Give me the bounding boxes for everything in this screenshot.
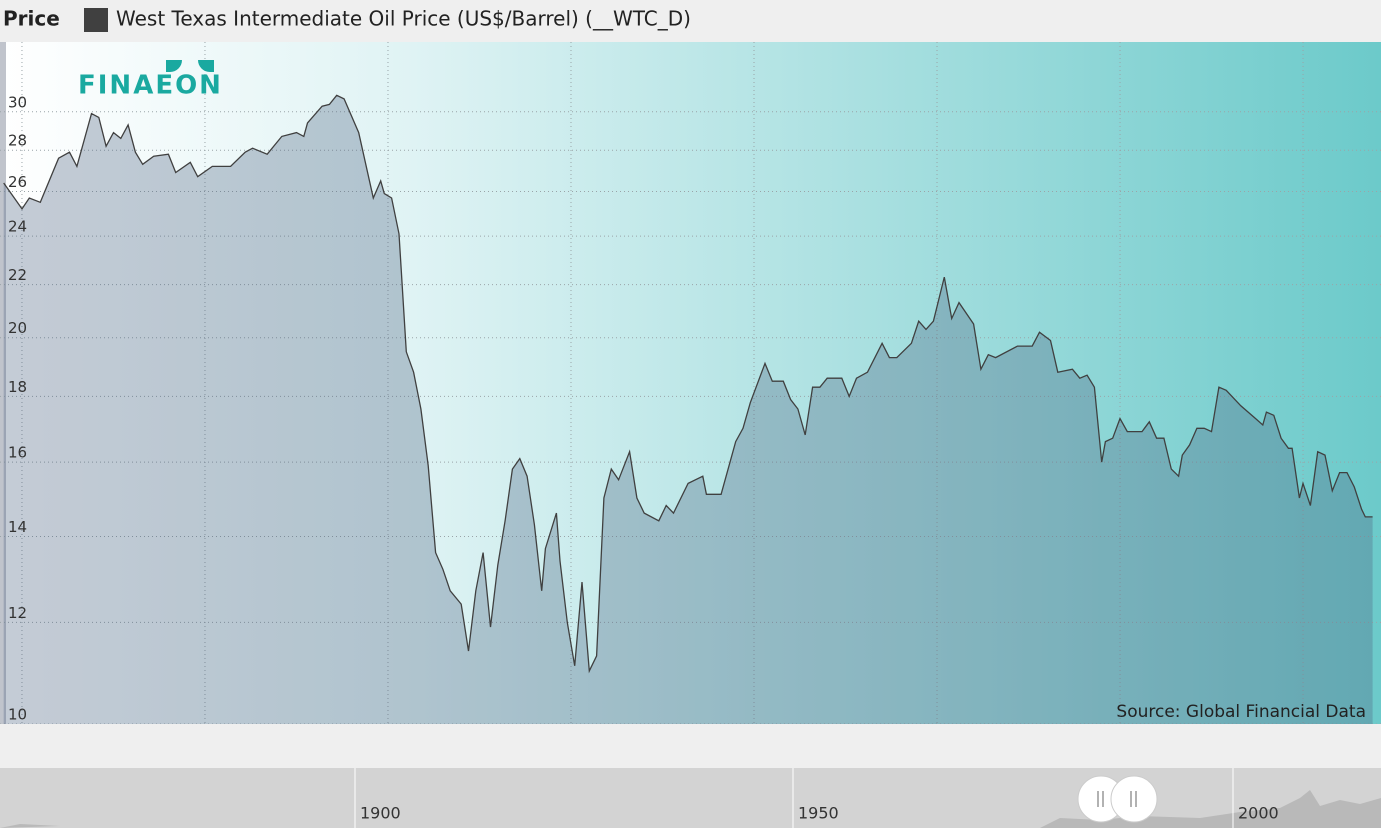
area-fill <box>3 95 1373 725</box>
logo: FINAEON <box>78 60 223 101</box>
plot-background <box>0 42 1381 724</box>
navigator-series <box>0 790 1381 828</box>
y-tick-label: 26 <box>8 173 27 191</box>
y-tick-label: 10 <box>8 706 27 724</box>
header-bar <box>0 0 1381 42</box>
y-tick-label: 28 <box>8 132 27 150</box>
price-line <box>3 94 1373 674</box>
handle-grip <box>1130 791 1137 807</box>
logo-leaf <box>166 60 182 72</box>
y-tick-label: 12 <box>8 604 27 622</box>
series <box>3 94 1373 725</box>
y-tick-label: 18 <box>8 378 27 396</box>
y-tick-label: 14 <box>8 518 27 536</box>
legend-label[interactable]: West Texas Intermediate Oil Price (US$/B… <box>116 7 691 31</box>
plot-left-edge <box>0 42 6 724</box>
chart-title: Price <box>3 7 60 31</box>
legend-swatch[interactable] <box>84 8 108 32</box>
x-axis-bar <box>0 724 1381 768</box>
handle-right[interactable] <box>1110 775 1158 823</box>
source-note: Source: Global Financial Data <box>1116 702 1366 722</box>
handle-grip <box>1097 791 1104 807</box>
navigator-label: 1950 <box>798 804 839 823</box>
y-tick-label: 20 <box>8 319 27 337</box>
grid <box>0 42 1381 728</box>
navigator-label: 2000 <box>1238 804 1279 823</box>
logo-leaf <box>198 60 214 72</box>
y-tick-label: 24 <box>8 218 27 236</box>
navigator-label: 1900 <box>360 804 401 823</box>
y-tick-label: 16 <box>8 444 27 462</box>
navigator-handle[interactable] <box>1077 775 1158 823</box>
y-tick-label: 22 <box>8 266 27 284</box>
logo-text: FINAEON <box>78 71 223 101</box>
y-tick-label: 30 <box>8 93 27 111</box>
